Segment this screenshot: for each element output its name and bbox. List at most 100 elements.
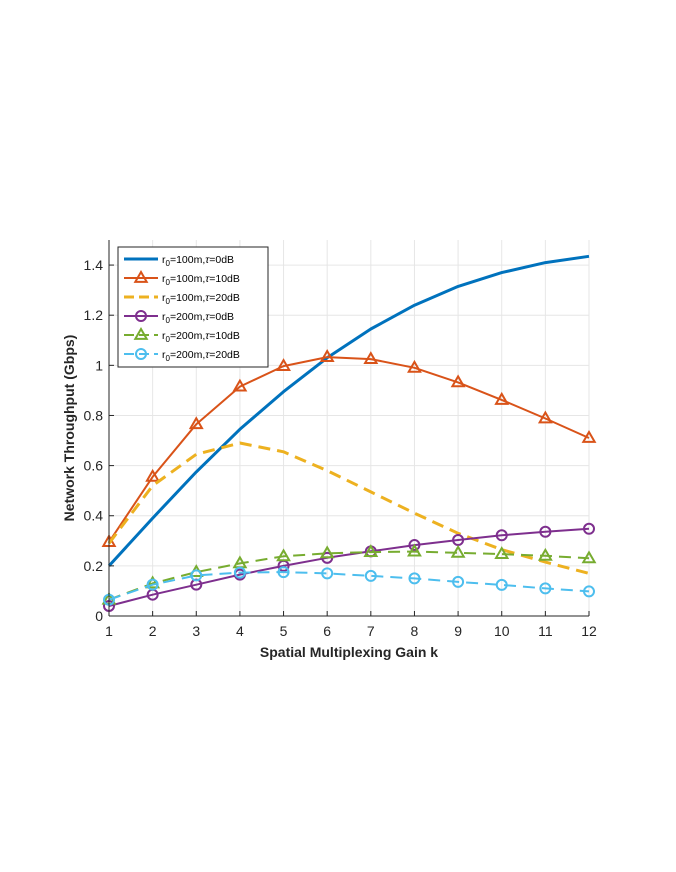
legend-item: r0=200m,τ=20dB [124,348,240,363]
data-point [494,546,510,559]
legend-label-part: 0 [166,259,171,268]
x-axis-label: Spatial Multiplexing Gain k [260,644,438,660]
legend-label-part: =20dB [209,292,240,304]
series-1 [107,254,590,567]
y-tick-label: 0.4 [84,508,104,524]
legend-label-part: =100m, [170,254,205,266]
y-tick-label: 1.2 [84,307,104,323]
data-point [450,544,466,558]
x-tick-label: 5 [280,623,288,639]
x-tick-label: 7 [367,623,375,639]
series-layer [101,254,597,612]
legend-label-part: r [162,273,166,285]
legend-label-part: =200m, [170,330,205,342]
data-point [408,572,421,585]
y-tick-label: 0.6 [84,458,104,474]
legend-marker [135,348,147,360]
data-point [319,545,335,559]
series-line [108,356,590,543]
legend-label: r0=100m,τ=10dB [162,273,240,287]
legend-marker [133,269,149,283]
legend-label-part: =200m, [170,311,205,323]
data-point [364,569,377,582]
series-line [107,441,590,575]
legend-label-part: =100m, [170,292,205,304]
data-point [407,543,422,557]
data-point [537,547,553,561]
data-point [363,351,379,364]
data-point [233,566,246,579]
axes [108,240,590,617]
data-point [581,550,597,564]
x-tick-label: 3 [192,623,200,639]
series-line [108,571,590,601]
x-tick-label: 11 [538,623,553,639]
y-tick-label: 0 [95,608,103,624]
legend-box [117,246,269,368]
legend-label-part: τ [205,311,210,323]
data-point [407,359,422,373]
data-point [363,544,379,557]
legend: r0=100m,τ=0dBr0=100m,τ=10dBr0=100m,τ=20d… [117,246,269,368]
legend-label-part: τ [205,273,210,285]
x-tick-label: 6 [323,623,331,639]
legend-label: r0=200m,τ=20dB [162,349,240,363]
data-point [494,391,510,405]
legend-label: r0=200m,τ=0dB [162,311,234,325]
y-tick-label: 0.8 [84,407,104,423]
x-tick-label: 12 [581,623,597,639]
legend-item: r0=100m,τ=0dB [124,254,234,268]
data-point [581,430,597,443]
data-point [495,578,508,591]
data-point [539,525,552,538]
y-tick-label: 1.4 [84,257,104,273]
data-point [276,358,291,371]
legend-label: r0=200m,τ=10dB [162,330,240,344]
series-line [107,254,590,567]
legend-item: r0=200m,τ=10dB [124,326,240,344]
legend-label-part: r [162,254,166,266]
legend-label-part: =0dB [209,311,234,323]
data-point [495,529,508,542]
legend-label-part: 0 [166,335,171,344]
legend-label-part: τ [205,292,210,304]
series-line [108,527,590,607]
data-point [277,566,290,579]
legend-label-part: 0 [166,297,171,306]
legend-label-part: τ [205,330,210,342]
data-point [537,410,553,424]
legend-label-part: =100m, [170,273,205,285]
legend-label-part: =10dB [209,330,240,342]
legend-item: r0=200m,τ=0dB [124,310,234,325]
x-tick-label: 8 [411,623,419,639]
legend-label-part: 0 [166,316,171,325]
data-point [232,378,248,392]
legend-label-part: =10dB [209,273,240,285]
data-point [450,374,466,388]
legend-label-part: r [162,311,166,323]
data-point [539,582,552,595]
legend-label-part: =200m, [170,349,205,361]
legend-marker [133,326,149,340]
legend-item: r0=100m,τ=10dB [124,269,240,287]
x-tick-label: 9 [454,623,462,639]
legend-label: r0=100m,τ=0dB [162,254,234,268]
data-point [276,548,291,562]
legend-label-part: r [162,292,166,304]
legend-label-part: r [162,330,166,342]
legend-label-part: =20dB [209,349,240,361]
data-point [321,567,334,580]
legend-label-part: 0 [166,278,171,287]
legend-item: r0=100m,τ=20dB [124,292,240,306]
y-axis-label: Network Throughput (Gbps) [61,335,77,522]
series-2 [101,349,597,547]
series-6 [103,566,595,606]
series-3 [107,441,590,575]
data-point [408,539,421,552]
legend-marker [135,310,147,322]
data-point [146,578,159,591]
data-point [452,575,465,588]
data-point [188,416,204,430]
